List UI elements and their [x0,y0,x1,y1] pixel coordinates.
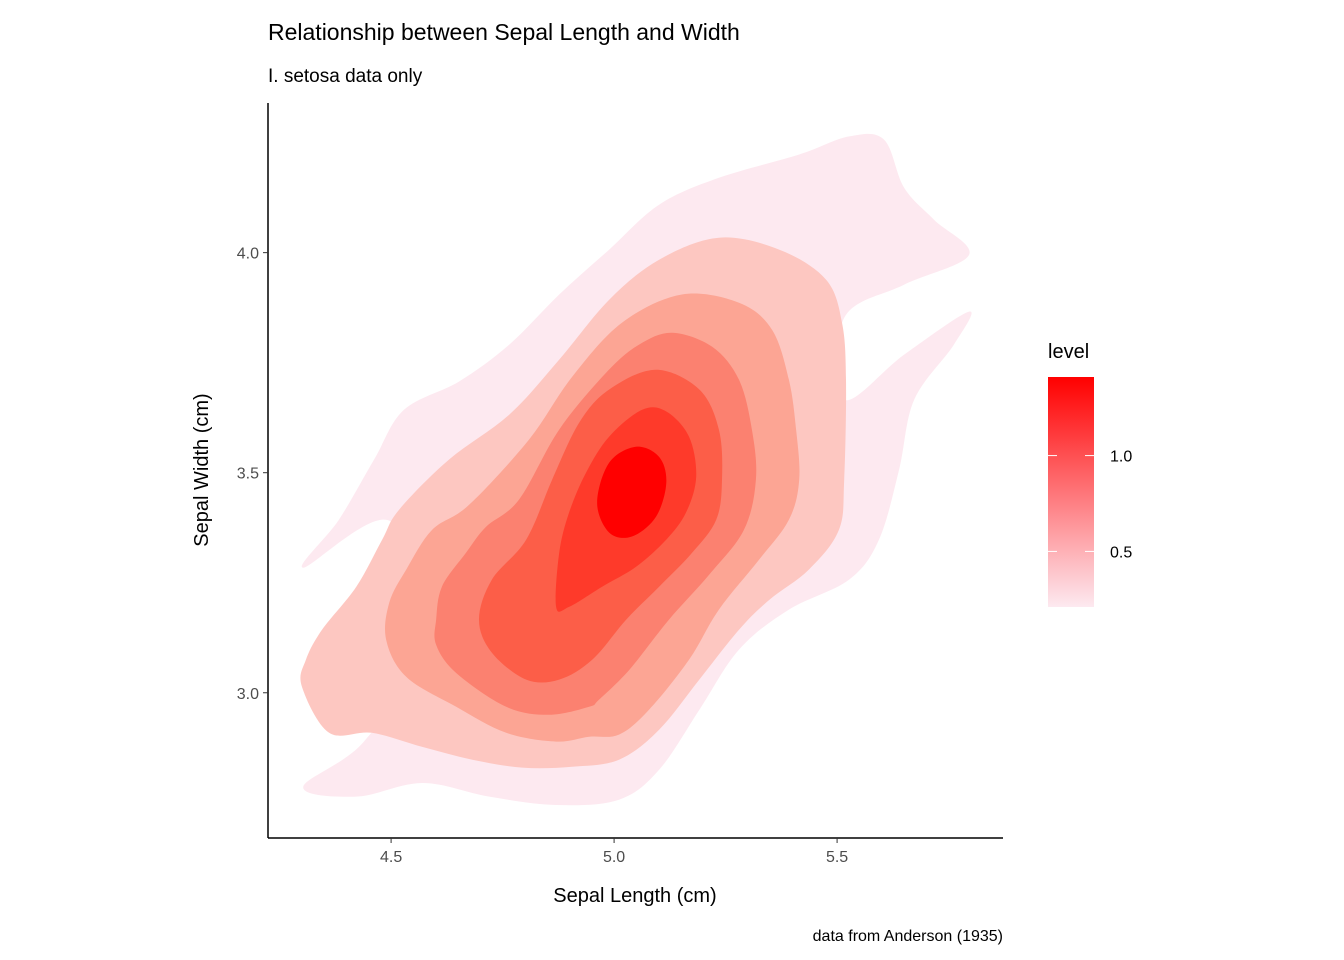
legend-title: level [1048,341,1089,363]
legend-tick-label: 1.0 [1110,449,1132,466]
contour-band-7 [597,446,667,538]
y-axis-title: Sepal Width (cm) [191,393,213,546]
x-axis-ticks: 4.5 5.0 5.5 [380,838,848,866]
legend-tick-label: 0.5 [1110,544,1132,561]
chart-title: Relationship between Sepal Length and Wi… [268,19,740,45]
legend-colorbar [1048,377,1094,607]
chart-subtitle: I. setosa data only [268,66,423,87]
x-tick-label: 4.5 [380,849,402,866]
y-tick-label: 3.5 [237,466,259,483]
y-axis-ticks: 3.0 3.5 4.0 [237,246,268,703]
x-tick-label: 5.0 [603,849,625,866]
chart-caption: data from Anderson (1935) [813,928,1003,945]
x-axis-title: Sepal Length (cm) [553,885,716,907]
legend: level 0.5 1.0 [1048,341,1132,607]
y-tick-label: 3.0 [237,686,259,703]
y-tick-label: 4.0 [237,246,259,263]
x-tick-label: 5.5 [826,849,848,866]
contour-bands [300,133,972,806]
